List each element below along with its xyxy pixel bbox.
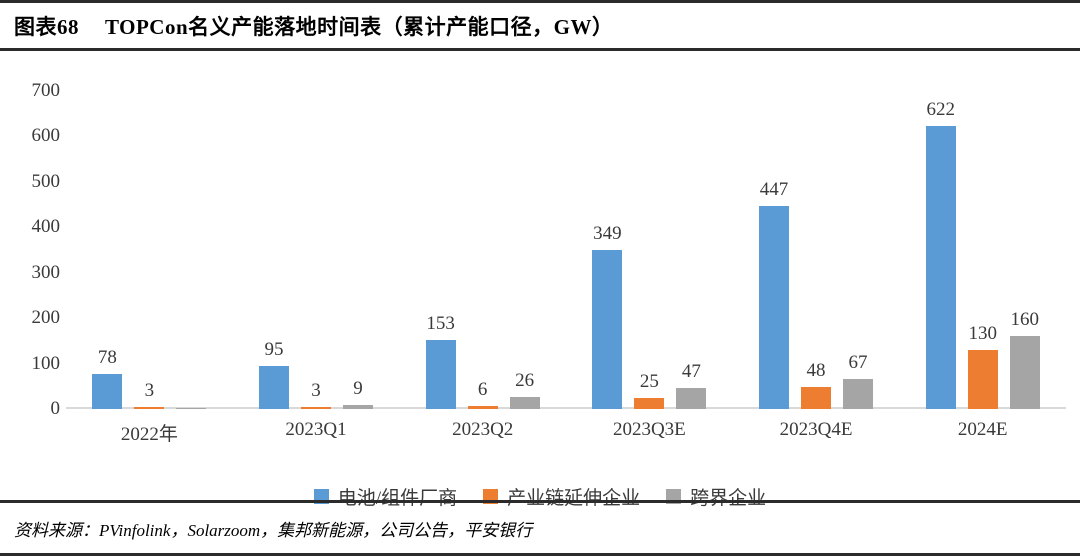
- bar-slot: 447: [759, 91, 790, 409]
- bar-value-label: 447: [759, 178, 789, 200]
- bar-value-label: 67: [848, 351, 868, 373]
- bar[interactable]: [967, 349, 998, 409]
- bar[interactable]: [634, 397, 665, 409]
- bar-value-label: 78: [97, 346, 117, 368]
- bar-group-bars: 622 130 160: [899, 91, 1066, 409]
- bar-slot: 160: [1009, 91, 1040, 409]
- source-text: 资料来源：PVinfolink，Solarzoom，集邦新能源，公司公告，平安银…: [14, 520, 533, 540]
- x-axis-label: 2023Q4E: [779, 419, 853, 440]
- bar-slot: 3: [301, 91, 331, 409]
- bar-slot: 26: [509, 91, 540, 409]
- bar-group-bars: 153 6 26: [399, 91, 566, 409]
- bar[interactable]: [801, 387, 832, 409]
- y-axis-tick: 100: [31, 352, 61, 374]
- bar-slot: 67: [843, 91, 874, 409]
- bar[interactable]: [925, 126, 956, 409]
- bar-slot: 47: [676, 91, 707, 409]
- x-axis-label: 2022年: [120, 424, 178, 445]
- bar-group-bars: 447 48 67: [733, 91, 900, 409]
- bar-value-label: 160: [1010, 309, 1039, 331]
- bar-value-label: 3: [144, 380, 155, 401]
- bar-group-bars: 349 25 47: [566, 91, 733, 409]
- plot-area: 700 600 500 400 300 200 100 0 78 3 95 3 9 153 6 26 349 2…: [32, 80, 1066, 419]
- bar[interactable]: [301, 407, 331, 409]
- y-axis-tick: 0: [50, 398, 61, 419]
- bar[interactable]: [676, 387, 707, 409]
- legend-label: 跨界企业: [690, 488, 767, 509]
- figure-number: 图表68: [14, 14, 79, 39]
- bar-value-label: 349: [593, 223, 622, 245]
- y-axis-tick: 300: [31, 261, 61, 283]
- y-axis-tick: 400: [31, 216, 61, 238]
- bar-slot: [176, 91, 207, 409]
- bar-slot: 3: [134, 91, 165, 409]
- bar-group: 622 130 160: [899, 91, 1066, 409]
- bar-slot: 48: [801, 91, 832, 409]
- bar-group-bars: 95 3 9: [233, 91, 400, 409]
- page-title: TOPCon名义产能落地时间表（累计产能口径，GW）: [105, 14, 614, 39]
- bar-group: 78 3: [66, 91, 233, 409]
- bar[interactable]: [1009, 336, 1040, 409]
- bar-group-bars: 78 3: [66, 91, 233, 409]
- bar-slot: 153: [425, 91, 456, 409]
- y-axis-tick: 700: [31, 80, 61, 101]
- y-axis-tick: 500: [31, 170, 61, 192]
- figure-title-bar: 图表68 TOPCon名义产能落地时间表（累计产能口径，GW）: [0, 3, 1080, 51]
- bar-group: 447 48 67: [733, 91, 900, 409]
- bar[interactable]: [134, 407, 165, 409]
- x-axis-line: [66, 407, 1066, 409]
- x-axis-label: 2024E: [957, 419, 1008, 440]
- bar[interactable]: [467, 406, 498, 409]
- bar[interactable]: [259, 365, 289, 409]
- bar[interactable]: [425, 339, 456, 409]
- bar-value-label: 9: [353, 377, 363, 399]
- bar-slot: 9: [343, 91, 373, 409]
- bar-value-label: 48: [806, 360, 826, 382]
- bar-value-label: 3: [311, 380, 321, 401]
- bar-slot: 95: [259, 91, 289, 409]
- chart-area: 700 600 500 400 300 200 100 0 78 3 95 3 9 153 6 26 349 2…: [0, 51, 1080, 509]
- bar-value-label: 95: [264, 338, 284, 360]
- x-axis-labels: 2022年 2023Q1 2023Q2 2023Q3E 2023Q4E 2024E: [66, 419, 1066, 446]
- bar-slot: 6: [467, 91, 498, 409]
- bar-value-label: 130: [968, 322, 997, 344]
- bar[interactable]: [592, 250, 623, 409]
- x-axis-label: 2023Q3E: [612, 419, 686, 440]
- bar-groups: 78 3 95 3 9 153 6 26 349 25 47 447 48 67 622 130 160: [66, 91, 1066, 409]
- legend-label: 产业链延伸企业: [507, 488, 641, 509]
- bar[interactable]: [176, 408, 207, 409]
- source-bar: 资料来源：PVinfolink，Solarzoom，集邦新能源，公司公告，平安银…: [0, 500, 1080, 553]
- legend-label: 电池/组件厂商: [337, 488, 458, 509]
- x-axis-label: 2023Q1: [285, 419, 347, 440]
- bar-slot: 349: [592, 91, 623, 409]
- bar-slot: 622: [925, 91, 956, 409]
- bar[interactable]: [843, 378, 874, 409]
- bar-slot: 130: [967, 91, 998, 409]
- bar-slot: 78: [92, 91, 123, 409]
- bar-value-label: 25: [639, 370, 659, 392]
- bar-slot: 25: [634, 91, 665, 409]
- bar-value-label: 622: [926, 99, 955, 121]
- bar-group: 95 3 9: [233, 91, 400, 409]
- bar-value-label: 6: [477, 379, 488, 401]
- bar[interactable]: [509, 397, 540, 409]
- y-axis-tick: 600: [31, 125, 61, 147]
- bar-group: 349 25 47: [566, 91, 733, 409]
- bar-group: 153 6 26: [399, 91, 566, 409]
- bar-value-label: 47: [681, 360, 701, 382]
- bar[interactable]: [759, 205, 790, 409]
- bar[interactable]: [92, 373, 123, 409]
- bar[interactable]: [343, 404, 373, 409]
- y-axis-tick: 200: [31, 307, 61, 329]
- bar-value-label: 26: [515, 370, 535, 392]
- x-axis-label: 2023Q2: [452, 419, 514, 440]
- bar-value-label: 153: [426, 312, 455, 334]
